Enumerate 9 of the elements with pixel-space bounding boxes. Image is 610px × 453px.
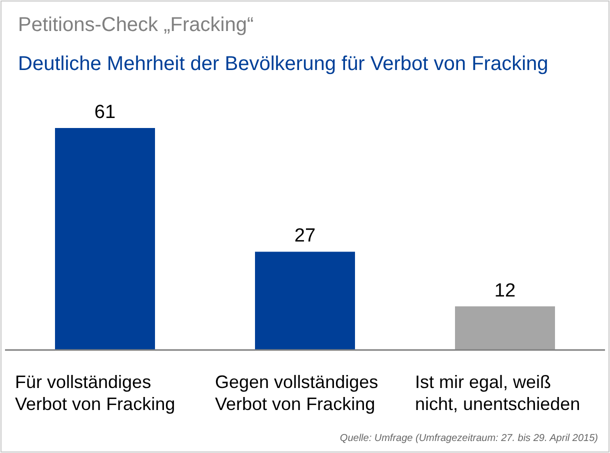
x-tick-label: Ist mir egal, weiß nicht, unentschieden <box>415 372 580 414</box>
x-tick-label: Gegen vollständiges Verbot von Fracking <box>215 372 378 414</box>
chart-title: Petitions-Check „Fracking“ <box>18 14 254 36</box>
data-label: 61 <box>94 102 116 123</box>
data-label: 12 <box>494 280 516 302</box>
chart-subtitle: Deutliche Mehrheit der Bevölkerung für Verbot von Fracking <box>18 53 548 75</box>
data-label: 27 <box>294 226 316 247</box>
x-tick-label: Für vollständiges Verbot von Fracking <box>15 372 176 414</box>
source-note: Quelle: Umfrage (Umfragezeitraum: 27. bis 29. April 2015) <box>340 433 598 444</box>
